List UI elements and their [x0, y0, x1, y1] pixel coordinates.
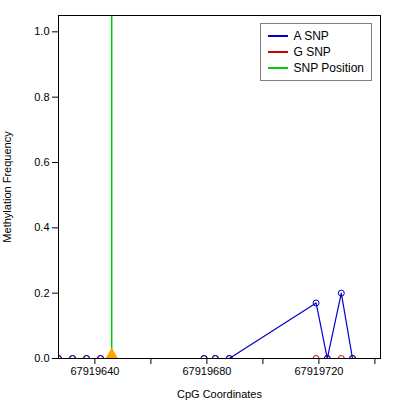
svg-text:1.0: 1.0: [34, 25, 49, 37]
svg-text:0.2: 0.2: [34, 287, 49, 299]
svg-text:0.6: 0.6: [34, 156, 49, 168]
html-text:G SNP: G SNP: [293, 45, 331, 59]
svg-text:Methylation Frequency: Methylation Frequency: [1, 131, 13, 243]
svg-text:67919680: 67919680: [182, 365, 231, 377]
html-text:A SNP: A SNP: [293, 29, 329, 43]
html-text:SNP Position: SNP Position: [293, 61, 364, 75]
svg-text:0.8: 0.8: [34, 91, 49, 103]
svg-text:0.0: 0.0: [34, 352, 49, 364]
svg-text:0.4: 0.4: [34, 221, 49, 233]
svg-text:67919640: 67919640: [70, 365, 119, 377]
svg-text:67919720: 67919720: [294, 365, 343, 377]
svg-text:CpG Coordinates: CpG Coordinates: [177, 388, 262, 400]
